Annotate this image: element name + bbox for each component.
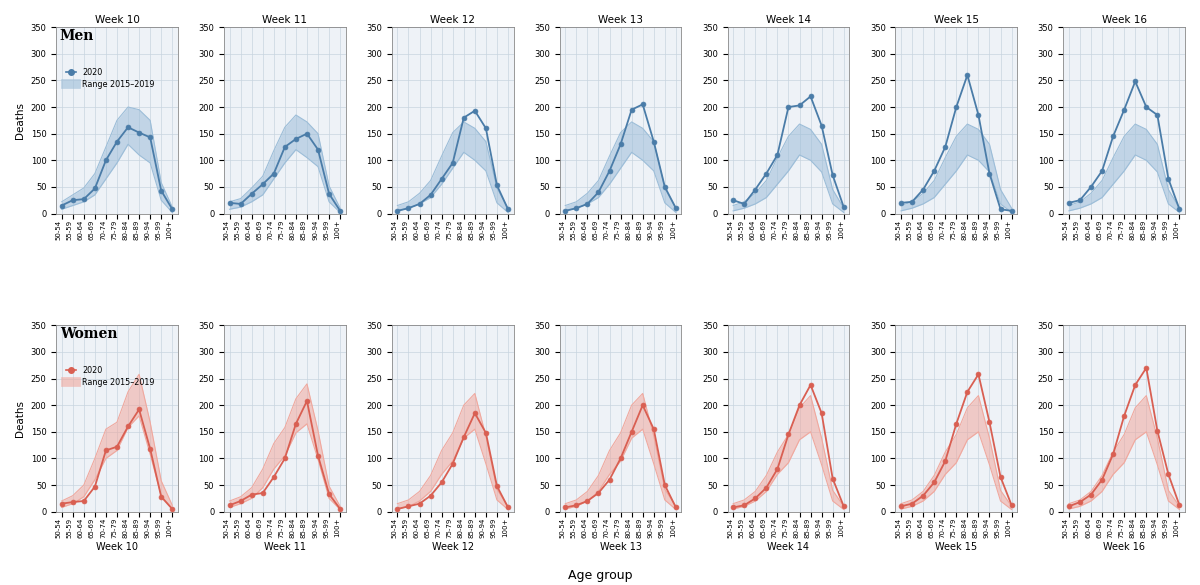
Text: Women: Women: [60, 327, 118, 341]
X-axis label: Week 12: Week 12: [432, 542, 474, 552]
Title: Week 11: Week 11: [263, 15, 307, 25]
X-axis label: Week 15: Week 15: [935, 542, 977, 552]
Text: Men: Men: [60, 29, 94, 43]
Y-axis label: Deaths: Deaths: [14, 400, 25, 437]
Text: Age group: Age group: [568, 569, 632, 582]
Title: Week 15: Week 15: [934, 15, 979, 25]
Title: Week 13: Week 13: [598, 15, 643, 25]
X-axis label: Week 13: Week 13: [600, 542, 642, 552]
Legend: 2020, Range 2015–2019: 2020, Range 2015–2019: [62, 65, 157, 92]
Title: Week 12: Week 12: [431, 15, 475, 25]
Title: Week 16: Week 16: [1102, 15, 1147, 25]
X-axis label: Week 10: Week 10: [96, 542, 138, 552]
X-axis label: Week 14: Week 14: [768, 542, 810, 552]
Title: Week 10: Week 10: [95, 15, 139, 25]
X-axis label: Week 16: Week 16: [1103, 542, 1145, 552]
Y-axis label: Deaths: Deaths: [14, 102, 25, 139]
X-axis label: Week 11: Week 11: [264, 542, 306, 552]
Title: Week 14: Week 14: [766, 15, 811, 25]
Legend: 2020, Range 2015–2019: 2020, Range 2015–2019: [62, 363, 157, 391]
